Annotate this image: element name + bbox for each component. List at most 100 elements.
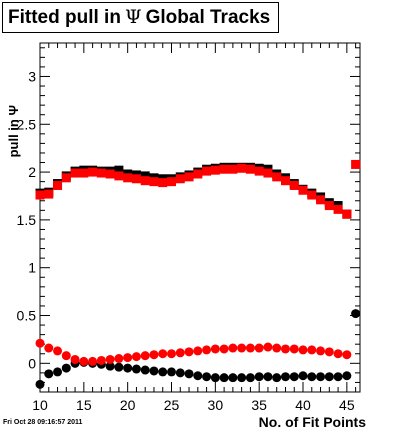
data-point	[298, 185, 308, 195]
data-point	[254, 343, 264, 353]
data-point	[263, 372, 273, 382]
data-point	[184, 369, 194, 379]
data-point	[237, 163, 247, 173]
data-point	[114, 362, 124, 372]
data-point	[114, 165, 124, 175]
data-marks	[35, 159, 361, 389]
axis-tick-labels: 10 15 20 25 30 35 40 45 0 0.5 1 1.5 2 2.5 3	[17, 68, 355, 413]
data-point	[53, 180, 63, 190]
plot-frame	[39, 42, 361, 393]
data-point	[272, 373, 282, 383]
data-point	[140, 176, 150, 186]
data-point	[202, 345, 212, 355]
data-point	[228, 373, 238, 383]
data-point	[70, 354, 80, 364]
data-point	[351, 309, 361, 319]
y-tick-label: 0	[28, 355, 36, 371]
data-point	[167, 177, 177, 187]
data-point	[131, 352, 141, 362]
data-point	[254, 166, 264, 176]
data-point	[167, 349, 177, 359]
data-point	[167, 367, 177, 377]
data-point	[272, 172, 282, 182]
data-point	[219, 164, 229, 174]
data-point	[342, 209, 352, 219]
x-axis-label: No. of Fit Points	[259, 414, 367, 430]
x-tick-label: 10	[32, 397, 48, 413]
timestamp: Fri Oct 28 09:16:57 2011	[3, 419, 83, 426]
x-tick-label: 45	[339, 397, 355, 413]
data-point	[298, 371, 308, 381]
data-point	[35, 379, 45, 389]
data-point	[263, 342, 273, 352]
data-point	[272, 343, 282, 353]
data-point	[131, 364, 141, 374]
series-2	[35, 309, 361, 389]
data-point	[210, 165, 220, 175]
data-point	[342, 371, 352, 381]
data-point	[35, 338, 45, 348]
data-point	[202, 166, 212, 176]
data-point	[149, 366, 159, 376]
data-point	[324, 372, 334, 382]
data-point	[316, 195, 326, 205]
data-point	[175, 174, 185, 184]
y-tick-label: 2	[28, 164, 36, 180]
data-point	[298, 345, 308, 355]
data-point	[149, 350, 159, 360]
data-point	[35, 190, 45, 200]
data-point	[351, 159, 361, 169]
data-point	[79, 168, 89, 178]
data-point	[131, 174, 141, 184]
data-point	[237, 373, 247, 383]
data-point	[158, 367, 168, 377]
data-point	[219, 344, 229, 354]
data-point	[79, 356, 89, 366]
data-point	[193, 169, 203, 179]
data-point	[105, 169, 115, 179]
data-point	[88, 356, 98, 366]
data-point	[245, 343, 255, 353]
data-point	[289, 344, 299, 354]
data-point	[175, 368, 185, 378]
data-point	[44, 189, 54, 199]
data-point	[245, 164, 255, 174]
data-point	[263, 168, 273, 178]
data-point	[44, 369, 54, 379]
title-suffix: Global Tracks	[145, 7, 271, 28]
data-point	[61, 363, 71, 373]
x-tick-label: 25	[164, 397, 180, 413]
data-point	[158, 349, 168, 359]
data-point	[289, 180, 299, 190]
series-1	[35, 159, 361, 219]
data-point	[289, 372, 299, 382]
series-3	[35, 338, 352, 366]
data-point	[210, 373, 220, 383]
x-tick-label: 30	[208, 397, 224, 413]
data-point	[342, 350, 352, 360]
data-point	[280, 176, 290, 186]
data-point	[140, 351, 150, 361]
data-point	[140, 171, 150, 181]
data-point	[333, 349, 343, 359]
data-point	[70, 168, 80, 178]
data-point	[280, 344, 290, 354]
axis-ticks	[39, 43, 360, 392]
data-point	[333, 372, 343, 382]
x-tick-label: 35	[251, 397, 267, 413]
data-point	[105, 361, 115, 371]
y-tick-label: 3	[28, 68, 36, 84]
data-point	[316, 372, 326, 382]
data-point	[254, 372, 264, 382]
data-point	[96, 355, 106, 365]
x-tick-label: 20	[120, 397, 136, 413]
data-point	[114, 354, 124, 364]
data-point	[237, 343, 247, 353]
y-tick-label: 1.5	[17, 212, 37, 228]
data-point	[61, 173, 71, 183]
data-point	[61, 351, 71, 361]
data-point	[324, 201, 334, 211]
y-tick-label: 1	[28, 260, 36, 276]
data-point	[44, 343, 54, 353]
